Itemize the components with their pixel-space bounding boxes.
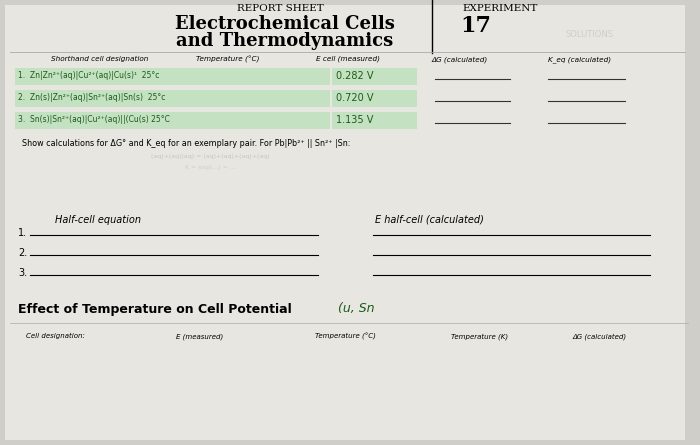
Bar [332,90,417,107]
Text: ΔG (calculated): ΔG (calculated) [573,333,627,340]
Text: E cell (measured): E cell (measured) [316,56,380,62]
Text: 1.135 V: 1.135 V [336,115,373,125]
Text: Temperature (K): Temperature (K) [452,333,509,340]
Text: 0.720 V: 0.720 V [336,93,374,103]
Text: (aq)+(aq)(aq) = (aq)+(aq)+(aq)+(aq): (aq)+(aq)(aq) = (aq)+(aq)+(aq)+(aq) [150,154,270,159]
Text: Half-cell equation: Half-cell equation [55,215,141,225]
Text: ΔG (calculated): ΔG (calculated) [432,56,488,63]
Text: SOLUTIONS: SOLUTIONS [566,30,614,39]
Bar [15,90,330,107]
Text: 3.  Sn(s)|Sn²⁺(aq)|Cu²⁺(aq)||(Cu(s) 25°C: 3. Sn(s)|Sn²⁺(aq)|Cu²⁺(aq)||(Cu(s) 25°C [18,115,170,124]
Text: EXPERIMENT: EXPERIMENT [462,4,538,13]
Text: Temperature (°C): Temperature (°C) [314,333,375,340]
Text: Shorthand cell designation: Shorthand cell designation [51,56,148,62]
Bar [332,112,417,129]
Bar [15,112,330,129]
Text: 1.  Zn|Zn²⁺(aq)|Cu²⁺(aq)|Cu(s)¹  25°c: 1. Zn|Zn²⁺(aq)|Cu²⁺(aq)|Cu(s)¹ 25°c [18,71,160,80]
Text: E (measured): E (measured) [176,333,223,340]
Text: 2.: 2. [18,248,27,258]
Text: E half-cell (calculated): E half-cell (calculated) [375,215,484,225]
Bar [332,68,417,85]
Text: 0.282 V: 0.282 V [336,71,374,81]
Text: Show calculations for ΔG° and K_eq for an exemplary pair. For Pb|Pb²⁺ || Sn²⁺ |S: Show calculations for ΔG° and K_eq for a… [22,139,351,148]
Text: K = exp(...) = ...: K = exp(...) = ... [185,165,235,170]
Bar [15,68,330,85]
Text: 17: 17 [460,15,491,37]
Text: Cell designation:: Cell designation: [26,333,85,339]
Text: K_eq (calculated): K_eq (calculated) [548,56,612,63]
Text: 3.: 3. [18,268,27,278]
Text: Temperature (°C): Temperature (°C) [196,56,260,63]
Text: 2.  Zn(s)|Zn²⁺(aq)|Sn²⁺(aq)|Sn(s)  25°c: 2. Zn(s)|Zn²⁺(aq)|Sn²⁺(aq)|Sn(s) 25°c [18,93,165,102]
Text: Electrochemical Cells: Electrochemical Cells [175,15,395,33]
Text: 1.: 1. [18,228,27,238]
Text: REPORT SHEET: REPORT SHEET [237,4,323,13]
Text: (u, Sn: (u, Sn [338,302,374,315]
Text: Effect of Temperature on Cell Potential: Effect of Temperature on Cell Potential [18,303,292,316]
Text: and Thermodynamics: and Thermodynamics [176,32,393,50]
